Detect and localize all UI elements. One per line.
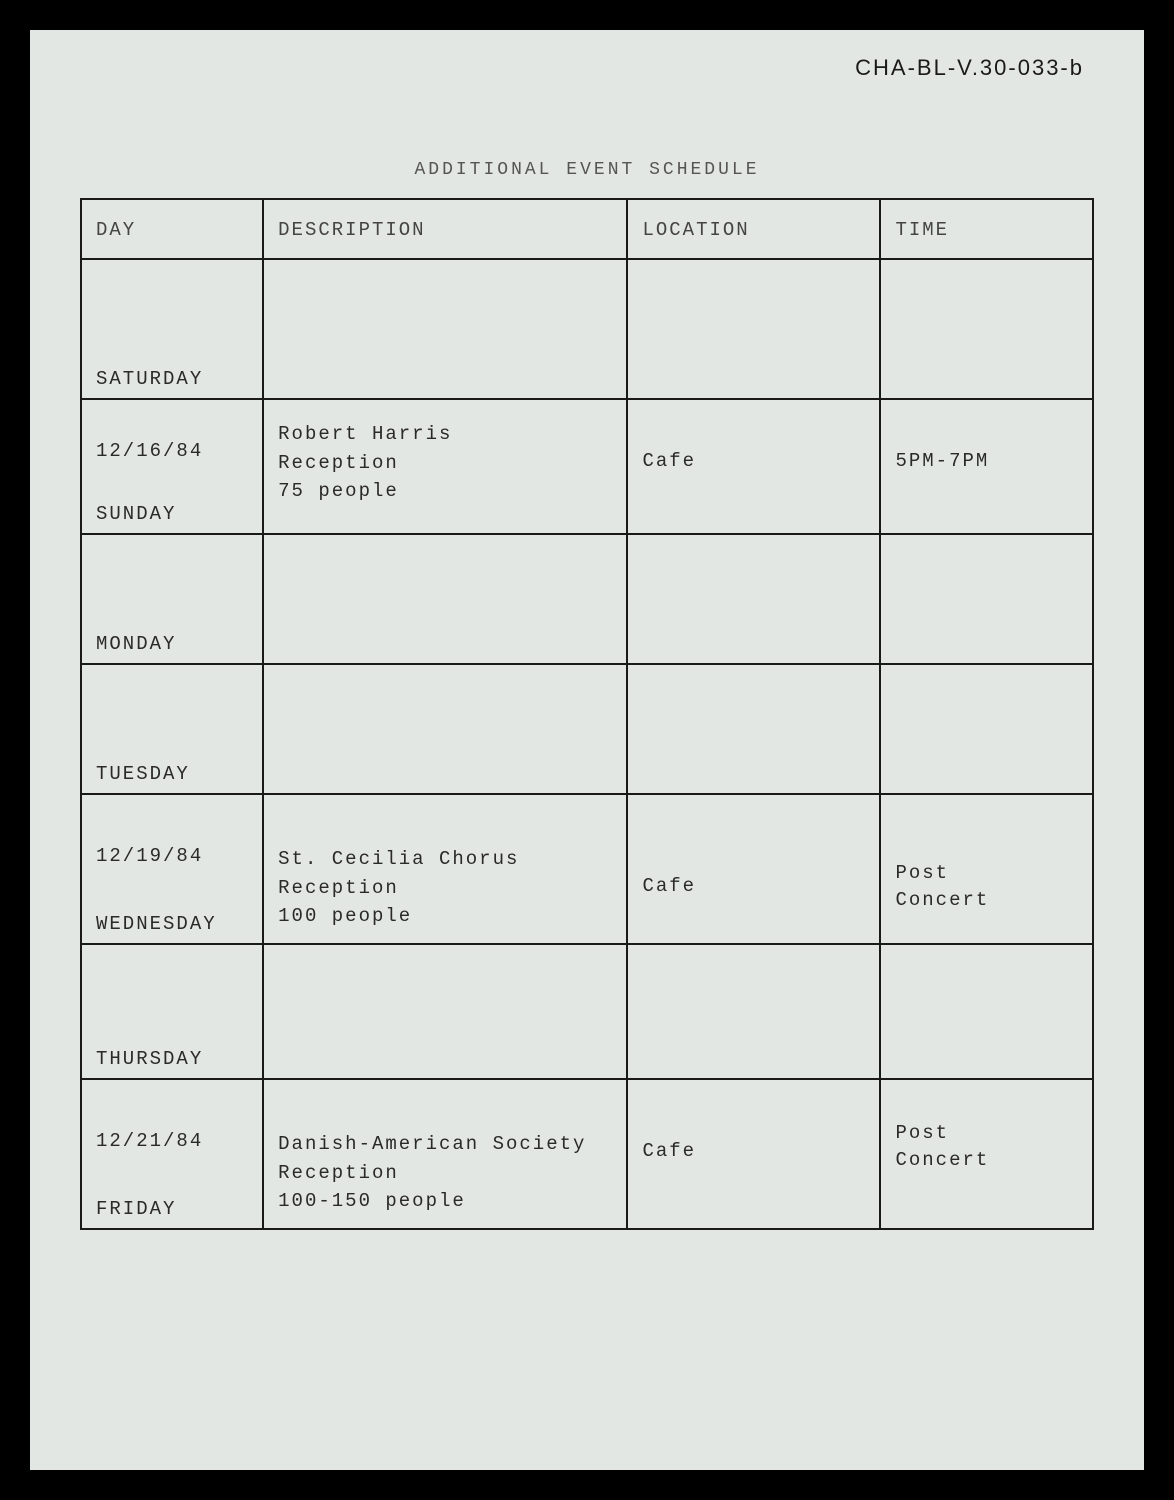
location-text (642, 955, 865, 995)
day-cell: SATURDAY (81, 259, 263, 399)
time-cell (880, 944, 1093, 1079)
time-cell: PostConcert (880, 1079, 1093, 1229)
col-header-time: TIME (880, 199, 1093, 259)
day-label: SATURDAY (96, 368, 203, 390)
description-cell (263, 259, 627, 399)
time-text: PostConcert (895, 1090, 1078, 1173)
description-text: St. Cecilia ChorusReception100 people (278, 805, 612, 931)
col-header-day: DAY (81, 199, 263, 259)
location-text: Cafe (642, 410, 865, 472)
time-text (895, 955, 1078, 995)
location-text: Cafe (642, 805, 865, 897)
location-cell (627, 944, 880, 1079)
document-page: CHA-BL-V.30-033-b ADDITIONAL EVENT SCHED… (30, 30, 1144, 1470)
table-row: TUESDAY (81, 664, 1093, 794)
location-cell: Cafe (627, 1079, 880, 1229)
time-cell: PostConcert (880, 794, 1093, 944)
description-text (278, 545, 612, 555)
time-text: PostConcert (895, 805, 1078, 913)
time-text (895, 270, 1078, 310)
day-label: MONDAY (96, 633, 176, 655)
location-cell (627, 259, 880, 399)
day-label: FRIDAY (96, 1198, 176, 1220)
description-text: Robert HarrisReception75 people (278, 410, 612, 506)
description-text (278, 675, 612, 685)
table-row: 12/19/84 WEDNESDAY St. Cecilia ChorusRec… (81, 794, 1093, 944)
day-label: WEDNESDAY (96, 913, 217, 935)
day-cell: TUESDAY (81, 664, 263, 794)
day-cell: 12/21/84 FRIDAY (81, 1079, 263, 1229)
time-cell (880, 259, 1093, 399)
date-value: 12/16/84 (96, 440, 203, 462)
description-text (278, 955, 612, 965)
time-text (895, 675, 1078, 715)
location-cell (627, 664, 880, 794)
handwritten-annotation: CHA-BL-V.30-033-b (855, 55, 1084, 81)
table-row: 12/16/84 SUNDAY Robert HarrisReception75… (81, 399, 1093, 534)
table-row: SATURDAY (81, 259, 1093, 399)
day-cell: MONDAY (81, 534, 263, 664)
description-cell: Danish-American SocietyReception100-150 … (263, 1079, 627, 1229)
date-value: 12/19/84 (96, 845, 203, 867)
location-text (642, 545, 865, 585)
location-text (642, 675, 865, 715)
table-row: THURSDAY (81, 944, 1093, 1079)
date-value: 12/21/84 (96, 1130, 203, 1152)
day-label: TUESDAY (96, 763, 190, 785)
description-cell (263, 664, 627, 794)
description-cell (263, 534, 627, 664)
description-cell: St. Cecilia ChorusReception100 people (263, 794, 627, 944)
description-cell (263, 944, 627, 1079)
day-label: THURSDAY (96, 1048, 203, 1070)
table-row: 12/21/84 FRIDAY Danish-American SocietyR… (81, 1079, 1093, 1229)
time-cell (880, 664, 1093, 794)
schedule-table: DAY DESCRIPTION LOCATION TIME SATURDAY 1… (80, 198, 1094, 1230)
description-text (278, 270, 612, 280)
time-cell: 5PM-7PM (880, 399, 1093, 534)
location-cell: Cafe (627, 399, 880, 534)
page-title: ADDITIONAL EVENT SCHEDULE (80, 160, 1094, 180)
time-text: 5PM-7PM (895, 410, 1078, 472)
time-cell (880, 534, 1093, 664)
day-cell: THURSDAY (81, 944, 263, 1079)
description-cell: Robert HarrisReception75 people (263, 399, 627, 534)
table-header-row: DAY DESCRIPTION LOCATION TIME (81, 199, 1093, 259)
time-text (895, 545, 1078, 585)
location-cell (627, 534, 880, 664)
day-cell: 12/19/84 WEDNESDAY (81, 794, 263, 944)
day-cell: 12/16/84 SUNDAY (81, 399, 263, 534)
location-text: Cafe (642, 1090, 865, 1162)
description-text: Danish-American SocietyReception100-150 … (278, 1090, 612, 1216)
day-label: SUNDAY (96, 503, 176, 525)
col-header-location: LOCATION (627, 199, 880, 259)
location-cell: Cafe (627, 794, 880, 944)
col-header-description: DESCRIPTION (263, 199, 627, 259)
location-text (642, 270, 865, 310)
table-row: MONDAY (81, 534, 1093, 664)
